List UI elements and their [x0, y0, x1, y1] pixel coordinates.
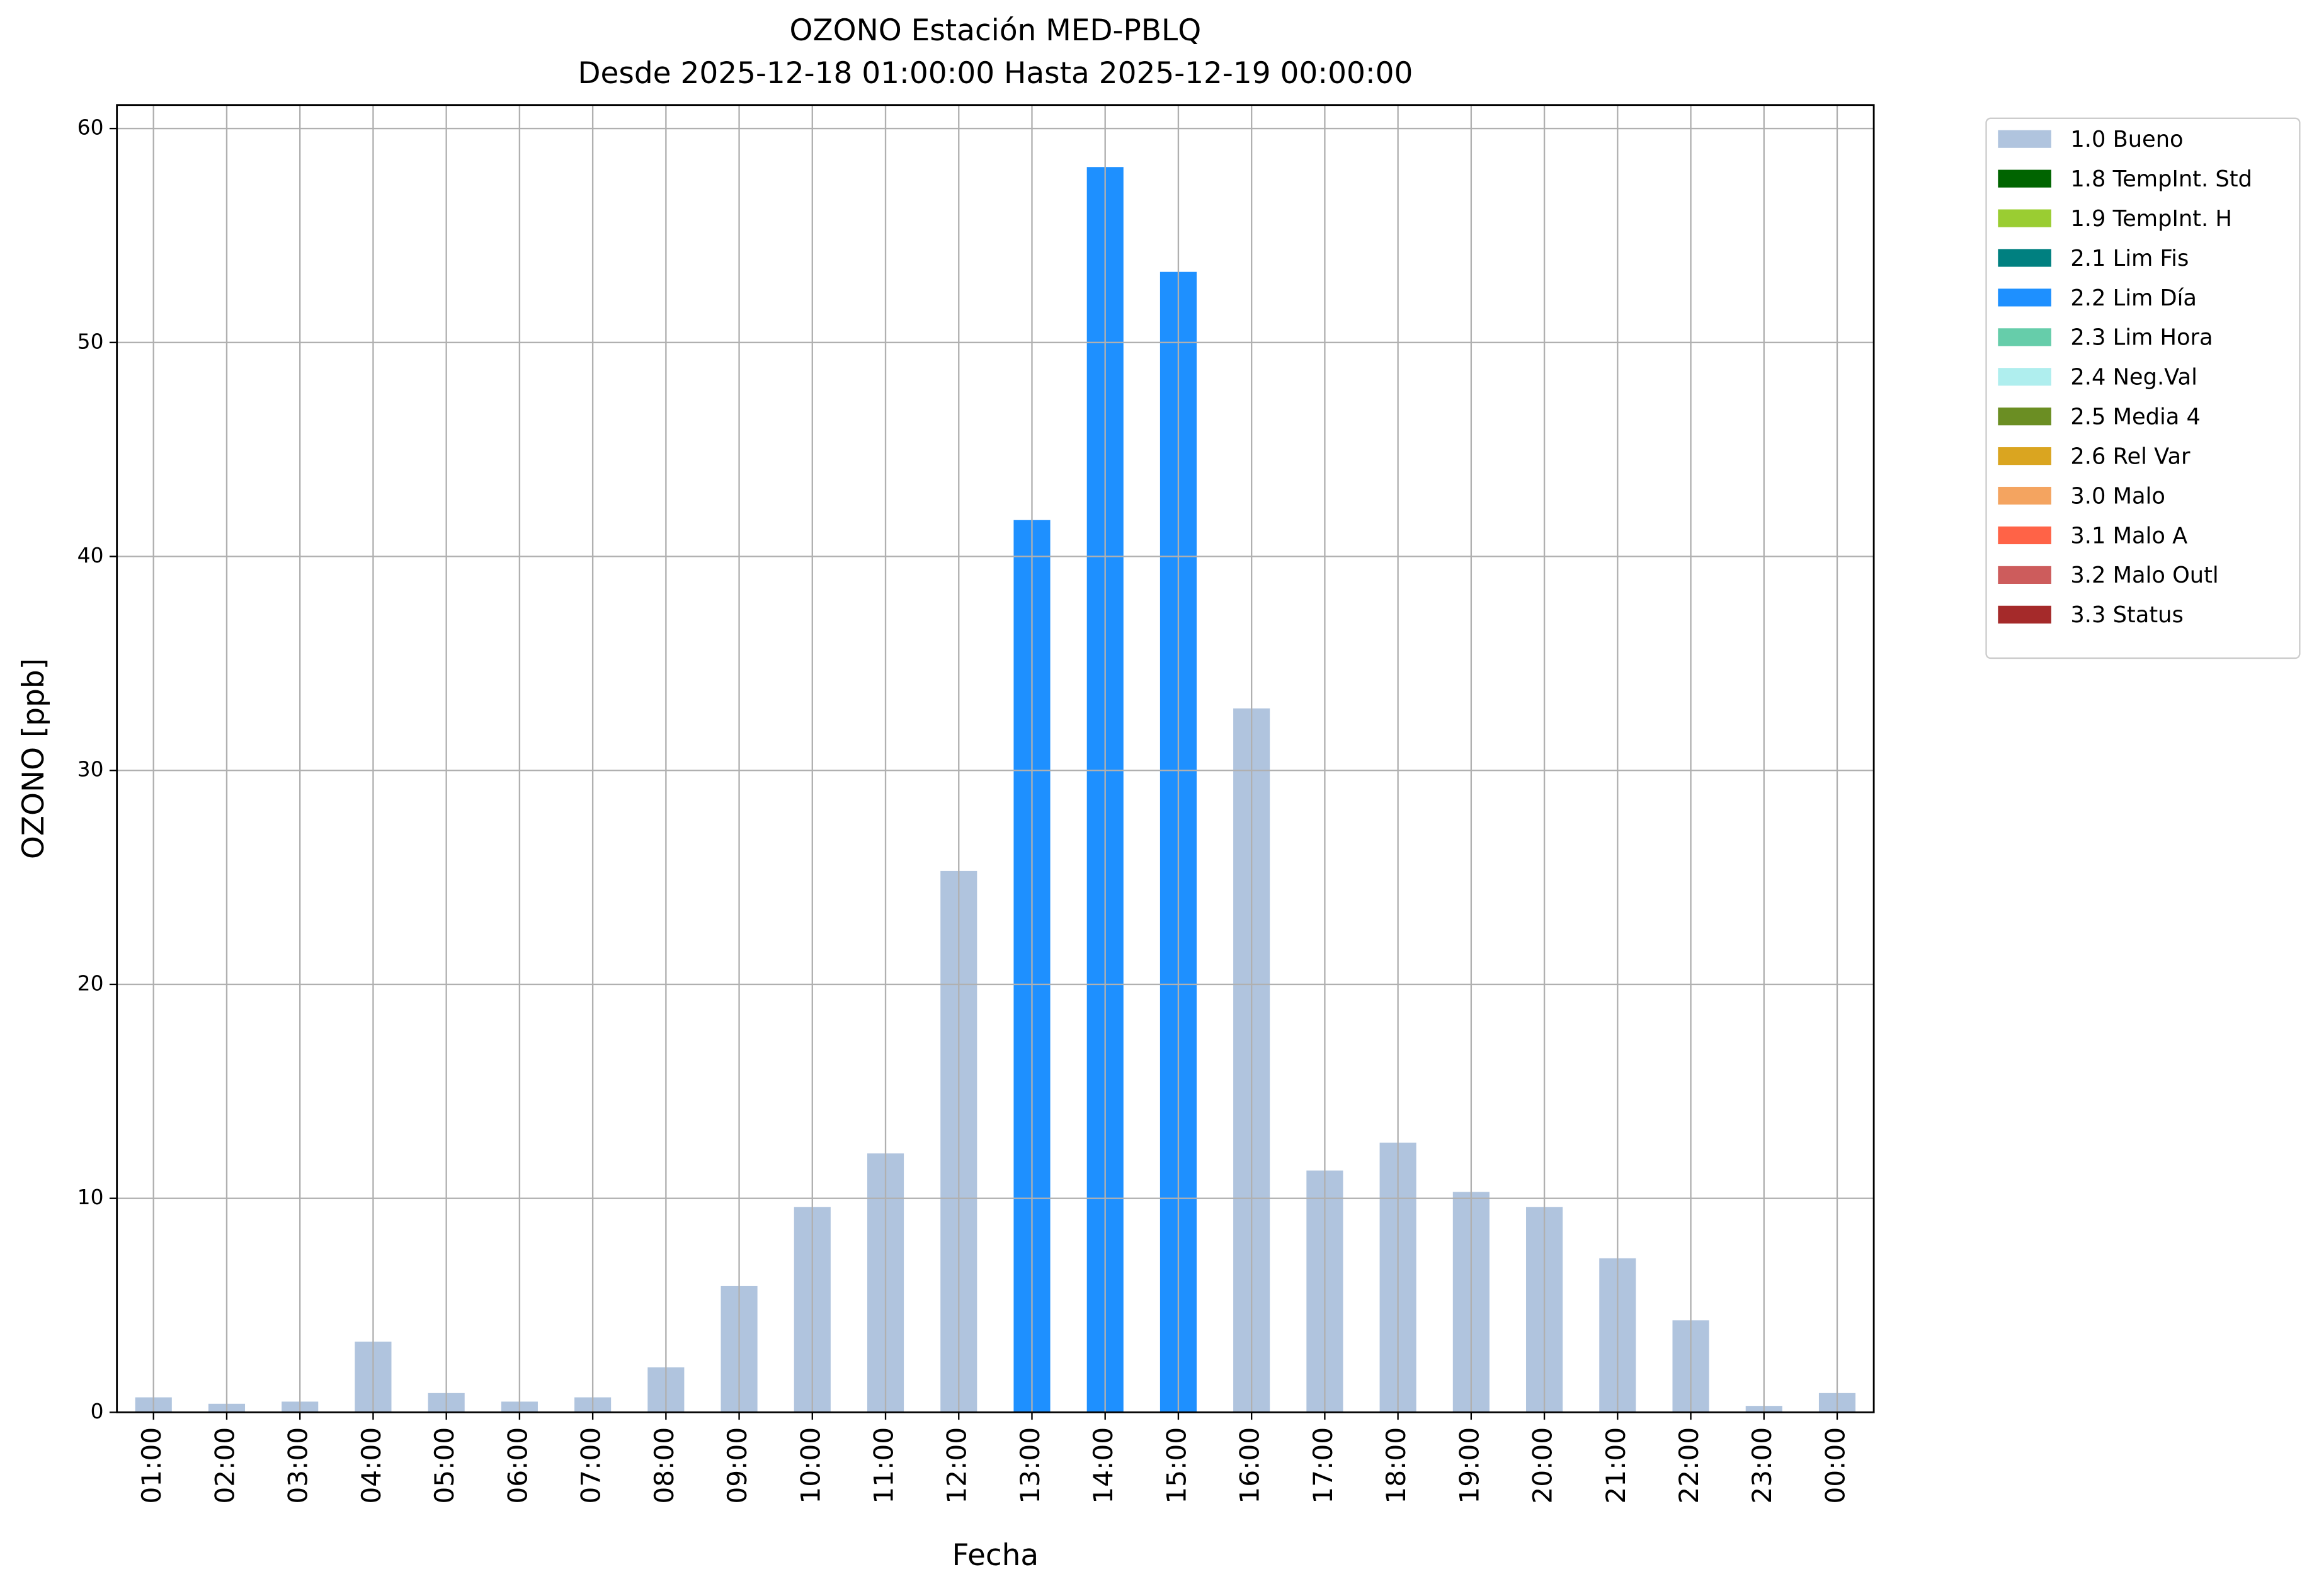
legend-label: 3.0 Malo — [2070, 483, 2165, 509]
x-tick-label: 20:00 — [1527, 1427, 1558, 1504]
legend-label: 1.9 TempInt. H — [2070, 206, 2231, 232]
chart-subtitle: Desde 2025-12-18 01:00:00 Hasta 2025-12-… — [578, 56, 1413, 91]
legend-swatch — [1998, 368, 2051, 386]
y-tick-label: 50 — [77, 329, 104, 353]
x-axis-label: Fecha — [952, 1538, 1039, 1573]
x-tick-label: 07:00 — [576, 1427, 607, 1504]
x-tick-label: 01:00 — [136, 1427, 167, 1504]
y-tick-label: 40 — [77, 543, 104, 567]
legend-label: 2.6 Rel Var — [2070, 443, 2191, 469]
legend-swatch — [1998, 486, 2051, 505]
x-tick-label: 18:00 — [1381, 1427, 1411, 1504]
legend-swatch — [1998, 447, 2051, 465]
x-tick-label: 04:00 — [356, 1427, 387, 1504]
legend-label: 3.1 Malo A — [2070, 523, 2187, 549]
x-tick-label: 06:00 — [502, 1427, 533, 1504]
x-tick-label: 10:00 — [795, 1427, 826, 1504]
legend-swatch — [1998, 526, 2051, 545]
x-tick-label: 15:00 — [1161, 1427, 1192, 1504]
y-axis-label: OZONO [ppb] — [16, 658, 51, 859]
legend-swatch — [1998, 605, 2051, 624]
legend-label: 1.0 Bueno — [2070, 127, 2183, 152]
x-tick-label: 03:00 — [283, 1427, 314, 1504]
legend-swatch — [1998, 249, 2051, 267]
x-tick-label: 12:00 — [942, 1427, 972, 1504]
legend-swatch — [1998, 130, 2051, 148]
x-tick-label: 22:00 — [1673, 1427, 1704, 1504]
legend-swatch — [1998, 169, 2051, 188]
x-tick-label: 19:00 — [1454, 1427, 1484, 1504]
chart-title: OZONO Estación MED-PBLQ — [790, 13, 1202, 48]
legend-label: 3.2 Malo Outl — [2070, 562, 2218, 588]
legend-label: 2.1 Lim Fis — [2070, 246, 2189, 271]
y-tick-label: 10 — [77, 1185, 104, 1209]
legend-label: 1.8 TempInt. Std — [2070, 166, 2252, 192]
legend-label: 2.3 Lim Hora — [2070, 325, 2213, 351]
x-tick-label: 14:00 — [1088, 1427, 1119, 1504]
x-tick-label: 11:00 — [869, 1427, 899, 1504]
x-tick-label: 05:00 — [429, 1427, 460, 1504]
legend-label: 2.5 Media 4 — [2070, 404, 2201, 430]
x-tick-label: 09:00 — [722, 1427, 753, 1504]
legend-box — [1985, 117, 2301, 659]
legend-label: 2.2 Lim Día — [2070, 285, 2197, 311]
x-tick-label: 02:00 — [209, 1427, 240, 1504]
plot-frame — [116, 104, 1875, 1413]
legend-swatch — [1998, 408, 2051, 426]
legend-label: 3.3 Status — [2070, 602, 2183, 628]
legend-swatch — [1998, 566, 2051, 584]
y-tick-label: 60 — [77, 115, 104, 140]
legend-swatch — [1998, 288, 2051, 307]
y-tick-label: 20 — [77, 971, 104, 995]
y-tick-label: 30 — [77, 757, 104, 782]
x-tick-label: 00:00 — [1820, 1427, 1850, 1504]
legend-swatch — [1998, 209, 2051, 227]
x-tick-label: 16:00 — [1234, 1427, 1265, 1504]
x-tick-label: 23:00 — [1746, 1427, 1777, 1504]
legend-label: 2.4 Neg.Val — [2070, 365, 2197, 390]
y-tick-label: 0 — [91, 1399, 104, 1423]
x-tick-label: 13:00 — [1015, 1427, 1046, 1504]
legend-swatch — [1998, 328, 2051, 346]
x-tick-label: 17:00 — [1308, 1427, 1338, 1504]
x-tick-label: 08:00 — [649, 1427, 680, 1504]
x-tick-label: 21:00 — [1600, 1427, 1631, 1504]
